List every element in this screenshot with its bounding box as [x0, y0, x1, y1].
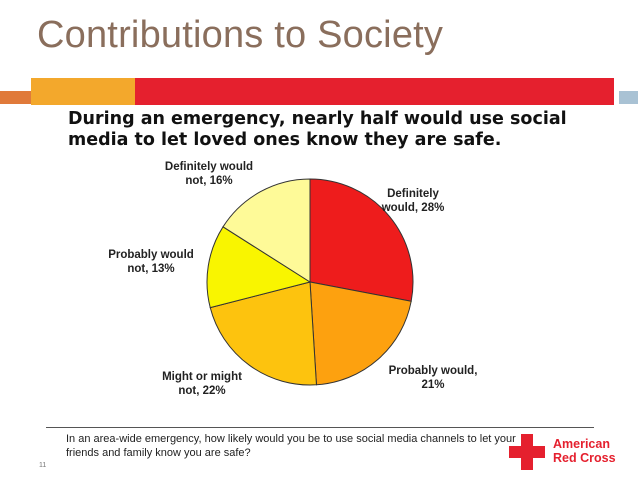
slice-label-line: Probably would, [388, 365, 478, 377]
slice-label-definitely-would: Definitely would, 28% [358, 187, 468, 215]
accent-bar-gold [31, 78, 135, 105]
page-number: 11 [39, 462, 47, 469]
pie-slice-definitely-would-not [222, 178, 311, 283]
divider [46, 427, 594, 428]
pie-slice-might-or-might-not [209, 281, 317, 386]
slice-label-line: 21% [421, 379, 445, 391]
accent-bar-orange [0, 91, 31, 104]
survey-question: In an area-wide emergency, how likely wo… [66, 433, 516, 459]
slide-title: Contributions to Society [37, 14, 444, 56]
slice-label-line: not, 16% [185, 175, 233, 187]
red-cross-logo-text: American Red Cross [553, 437, 616, 465]
slice-label-line: would, 28% [381, 202, 445, 214]
accent-bar-blue [619, 91, 638, 104]
slice-label-line: Definitely would [164, 161, 254, 173]
slice-label-might-or-might-not: Might or might not, 22% [147, 370, 257, 398]
slice-label-line: Definitely [387, 188, 439, 200]
logo-line: American [553, 437, 610, 451]
slice-label-line: not, 22% [178, 385, 226, 397]
pie-slice-definitely-would [309, 178, 414, 302]
slice-label-probably-would-not: Probably would not, 13% [96, 248, 206, 276]
slice-label-line: Probably would [108, 249, 194, 261]
logo-line: Red Cross [553, 451, 616, 465]
slice-label-line: Might or might [162, 371, 242, 383]
slice-label-probably-would: Probably would, 21% [378, 364, 488, 392]
chart-title: During an emergency, nearly half would u… [68, 109, 567, 150]
red-cross-icon [509, 434, 545, 470]
pie-slice-probably-would [309, 281, 412, 386]
accent-bar-red [135, 78, 614, 105]
pie-slice-probably-would-not [206, 226, 312, 309]
accent-bar-gap [614, 78, 619, 105]
slice-label-definitely-would-not: Definitely would not, 16% [154, 160, 264, 188]
slice-label-line: not, 13% [127, 263, 175, 275]
